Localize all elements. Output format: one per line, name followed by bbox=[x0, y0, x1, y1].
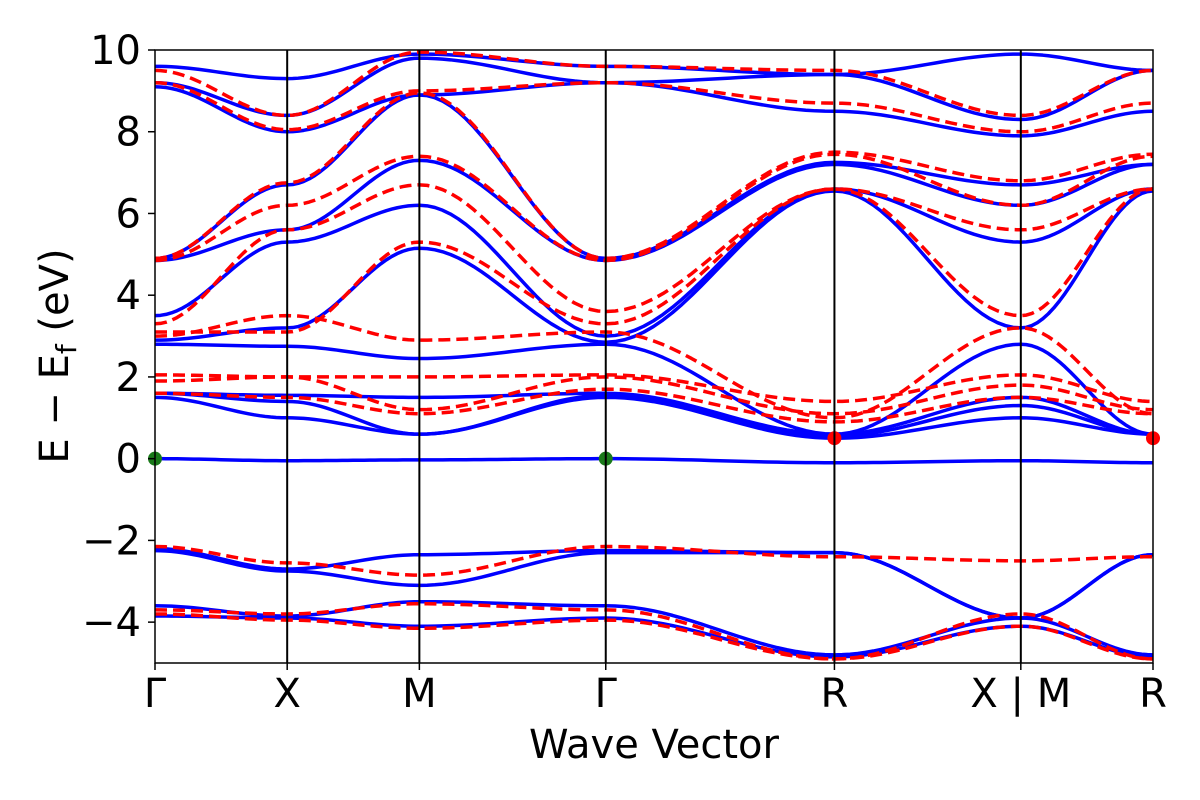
series-layer bbox=[155, 50, 1153, 661]
y-tick-label: 10 bbox=[90, 28, 141, 74]
markers-layer bbox=[148, 431, 1160, 466]
y-tick-label: 2 bbox=[116, 355, 141, 401]
solid-band-line bbox=[155, 80, 1153, 138]
x-tick-label: X | M bbox=[970, 671, 1071, 717]
dashed-band-line bbox=[155, 187, 1153, 334]
x-tick-label: R bbox=[821, 671, 849, 717]
y-tick-label: 6 bbox=[116, 191, 141, 237]
y-tick-label: 8 bbox=[116, 110, 141, 156]
solid-band-line bbox=[155, 342, 1153, 436]
plot-frame bbox=[154, 49, 1154, 664]
solid-band-line bbox=[155, 456, 1153, 465]
y-tick-label: 4 bbox=[116, 273, 141, 319]
y-axis-title-unit: (eV) bbox=[32, 248, 78, 344]
y-tick-label: −4 bbox=[82, 600, 141, 646]
x-tick-label: Γ bbox=[144, 671, 167, 717]
dashed-band-line bbox=[155, 152, 1153, 263]
x-tick-label: R bbox=[1139, 671, 1167, 717]
x-axis-ticks: Γ X M Γ R X | M R bbox=[144, 663, 1167, 717]
y-axis-title-main: E − E bbox=[32, 354, 78, 464]
y-tick-label: 0 bbox=[116, 437, 141, 483]
solid-band-line bbox=[155, 158, 1153, 263]
x-tick-label: M bbox=[402, 671, 437, 717]
y-axis-title-sub: f bbox=[50, 343, 83, 354]
y-tick-label: −2 bbox=[82, 518, 141, 564]
y-axis-title: E − Ef (eV) bbox=[32, 248, 83, 463]
dashed-band-line bbox=[155, 80, 1153, 134]
kpath-lines bbox=[286, 50, 1022, 663]
y-axis-ticks: −4 −2 0 2 4 6 8 10 bbox=[82, 28, 155, 646]
x-axis-title: Wave Vector bbox=[529, 722, 780, 768]
solid-band-line bbox=[155, 187, 1153, 338]
x-tick-label: Γ bbox=[595, 671, 618, 717]
x-tick-label: X bbox=[273, 671, 300, 717]
